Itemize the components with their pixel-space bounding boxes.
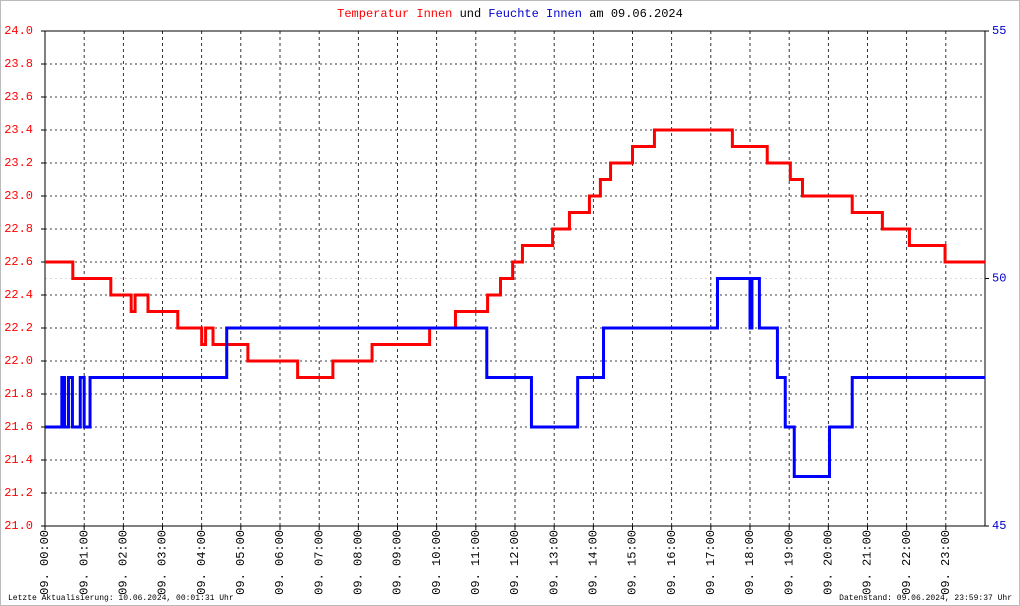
x-tick-label: 09. 14:00 — [587, 530, 601, 595]
y-tick-label: 23.8 — [4, 57, 33, 71]
y-tick-label: 23.2 — [4, 156, 33, 170]
x-tick-label: 09. 04:00 — [195, 530, 209, 595]
x-tick-label: 09. 02:00 — [117, 530, 131, 595]
x-tick-label: 09. 13:00 — [547, 530, 561, 595]
y-tick-label: 23.6 — [4, 90, 33, 104]
y2-tick-label: 55 — [992, 24, 1006, 38]
x-tick-label: 09. 23:00 — [939, 530, 953, 595]
y2-tick-label: 50 — [992, 272, 1006, 286]
y-tick-label: 23.4 — [4, 123, 33, 137]
chart-title: Temperatur Innen und Feuchte Innen am 09… — [337, 7, 683, 21]
x-tick-label: 09. 11:00 — [469, 530, 483, 595]
series-line — [45, 128, 985, 379]
y-tick-label: 22.2 — [4, 321, 33, 335]
y-tick-label: 22.4 — [4, 288, 33, 302]
y-tick-label: 23.0 — [4, 189, 33, 203]
x-tick-label: 09. 05:00 — [234, 530, 248, 595]
x-tick-label: 09. 16:00 — [665, 530, 679, 595]
plot-frame — [44, 30, 986, 527]
title-temp: Temperatur Innen — [337, 7, 452, 21]
x-tick-label: 09. 21:00 — [861, 530, 875, 595]
x-tick-label: 09. 19:00 — [782, 530, 796, 595]
x-tick-label: 09. 20:00 — [822, 530, 836, 595]
y-tick-label: 21.8 — [4, 387, 33, 401]
y-tick-label: 24.0 — [4, 24, 33, 38]
x-tick-label: 09. 07:00 — [312, 530, 326, 595]
x-tick-label: 09. 22:00 — [900, 530, 914, 595]
y-tick-label: 22.8 — [4, 222, 33, 236]
y2-tick-label: 45 — [992, 519, 1006, 533]
x-tick-label: 09. 17:00 — [704, 530, 718, 595]
title-feuchte: Feuchte Innen — [488, 7, 582, 21]
y-tick-label: 22.0 — [4, 354, 33, 368]
x-tick-label: 09. 01:00 — [77, 530, 91, 595]
x-tick-label: 09. 09:00 — [391, 530, 405, 595]
x-tick-label: 09. 18:00 — [743, 530, 757, 595]
footer-right: Datenstand: 09.06.2024, 23:59:37 Uhr — [839, 594, 1012, 603]
title-und: und — [460, 7, 482, 21]
x-tick-label: 09. 06:00 — [273, 530, 287, 595]
x-tick-label: 09. 10:00 — [430, 530, 444, 595]
x-tick-label: 09. 03:00 — [156, 530, 170, 595]
y-tick-label: 21.0 — [4, 519, 33, 533]
footer-left: Letzte Aktualisierung: 10.06.2024, 00:01… — [8, 594, 234, 603]
x-tick-label: 09. 15:00 — [626, 530, 640, 595]
x-tick-label: 09. 12:00 — [508, 530, 522, 595]
y-tick-label: 22.6 — [4, 255, 33, 269]
series-line — [45, 277, 985, 478]
y-tick-label: 21.2 — [4, 486, 33, 500]
x-tick-label: 09. 00:00 — [38, 530, 52, 595]
y-tick-label: 21.6 — [4, 420, 33, 434]
y-tick-label: 21.4 — [4, 453, 33, 467]
x-tick-label: 09. 08:00 — [352, 530, 366, 595]
title-date: am 09.06.2024 — [589, 7, 683, 21]
